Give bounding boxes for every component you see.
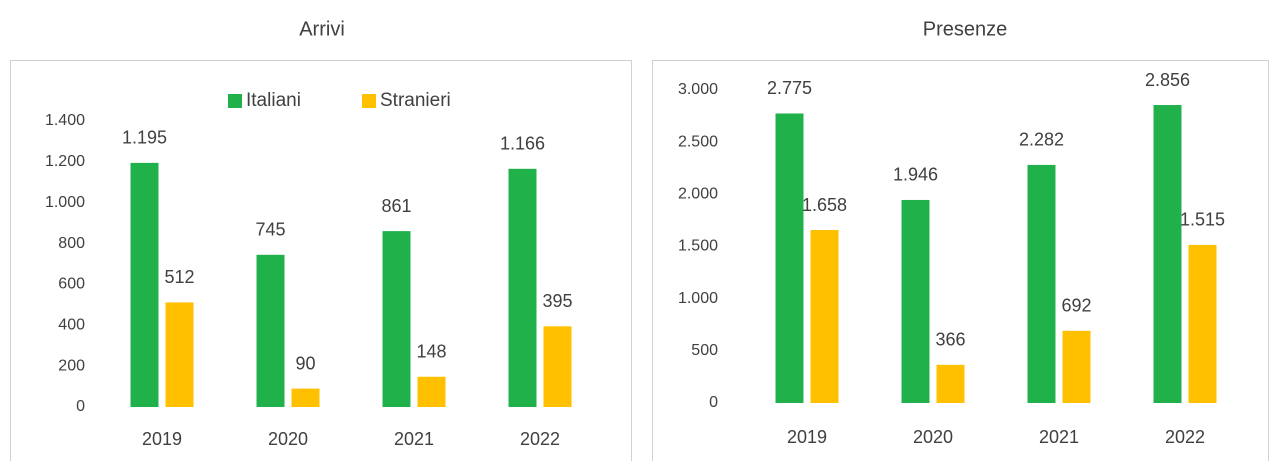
data-label: 1.658 [802, 195, 847, 215]
bar [810, 230, 839, 403]
bar [936, 364, 965, 403]
data-label: 395 [542, 291, 572, 311]
x-tick-label: 2022 [520, 429, 560, 449]
data-label: 2.282 [1019, 130, 1064, 150]
bar [1188, 244, 1217, 403]
legend-swatch [228, 94, 242, 108]
y-tick-label: 1.200 [45, 153, 85, 170]
y-tick-label: 2.000 [678, 186, 718, 203]
x-tick-label: 2020 [913, 427, 953, 447]
bar [256, 254, 285, 407]
x-tick-label: 2021 [1039, 427, 1079, 447]
legend-swatch [362, 94, 376, 108]
chart-title: Presenze [923, 18, 1008, 40]
bar [543, 326, 572, 407]
y-tick-label: 400 [58, 317, 85, 334]
y-tick-label: 800 [58, 235, 85, 252]
data-label: 1.515 [1180, 210, 1225, 230]
y-tick-label: 500 [691, 342, 718, 359]
data-label: 1.195 [122, 128, 167, 148]
bar [1062, 330, 1091, 403]
x-tick-label: 2020 [268, 429, 308, 449]
y-tick-label: 200 [58, 357, 85, 374]
data-label: 692 [1061, 296, 1091, 316]
data-label: 366 [935, 330, 965, 350]
data-label: 861 [381, 196, 411, 216]
panel-frame [10, 60, 632, 461]
data-label: 745 [255, 220, 285, 240]
bar [130, 162, 159, 407]
y-tick-label: 3.000 [678, 81, 718, 98]
bar [417, 376, 446, 407]
data-label: 2.856 [1145, 70, 1190, 90]
bar [508, 168, 537, 407]
chart-title: Arrivi [299, 18, 345, 40]
bar [382, 231, 411, 407]
y-tick-label: 1.500 [678, 238, 718, 255]
bar [775, 113, 804, 403]
y-tick-label: 1.000 [678, 290, 718, 307]
bar [1153, 105, 1182, 404]
data-label: 90 [295, 353, 315, 373]
x-tick-label: 2022 [1165, 427, 1205, 447]
bar [165, 302, 194, 407]
data-label: 512 [164, 267, 194, 287]
x-tick-label: 2019 [787, 427, 827, 447]
x-tick-label: 2021 [394, 429, 434, 449]
x-tick-label: 2019 [142, 429, 182, 449]
y-tick-label: 1.000 [45, 194, 85, 211]
bar [1027, 164, 1056, 403]
y-tick-label: 0 [76, 398, 85, 415]
y-tick-label: 2.500 [678, 133, 718, 150]
y-tick-label: 600 [58, 276, 85, 293]
data-label: 2.775 [767, 78, 812, 98]
panel-frame [652, 60, 1269, 461]
bar [901, 199, 930, 403]
y-tick-label: 0 [709, 394, 718, 411]
bar [291, 388, 320, 407]
legend-label: Stranieri [380, 90, 451, 111]
y-tick-label: 1.400 [45, 112, 85, 129]
data-label: 148 [416, 342, 446, 362]
data-label: 1.946 [893, 165, 938, 185]
data-label: 1.166 [500, 134, 545, 154]
legend-label: Italiani [246, 90, 301, 111]
